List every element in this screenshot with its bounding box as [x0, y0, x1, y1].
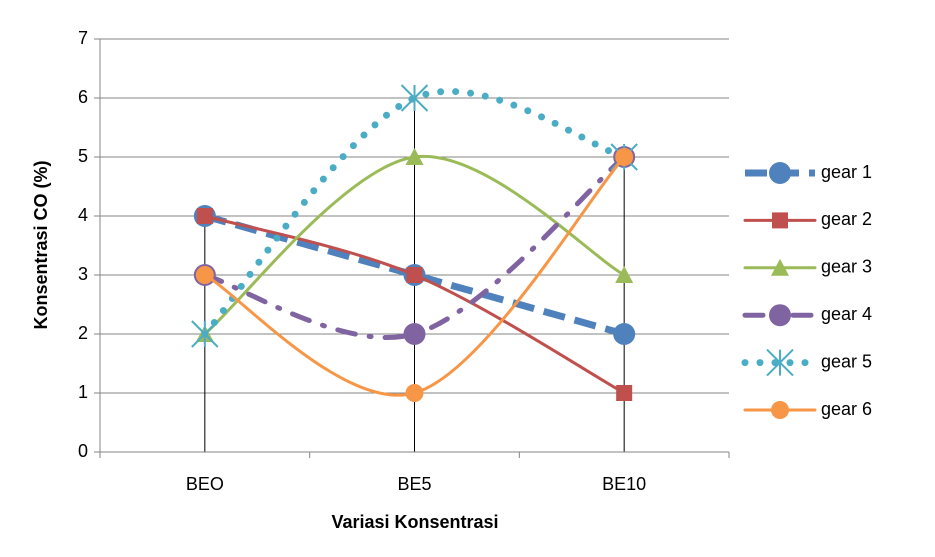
marker	[615, 266, 634, 283]
y-tick-label: 5	[78, 146, 88, 166]
marker	[615, 148, 634, 166]
marker	[195, 266, 214, 284]
y-tick-label: 0	[78, 441, 88, 461]
legend-item: gear 6	[743, 399, 872, 419]
marker	[616, 385, 633, 401]
legend-item: gear 2	[743, 209, 872, 229]
x-tick-label: BE10	[602, 474, 646, 494]
legend-marker	[769, 162, 791, 184]
x-tick-label: BE5	[397, 474, 431, 494]
legend-item: gear 1	[745, 162, 872, 184]
legend-label: gear 1	[821, 162, 872, 182]
legend-label: gear 6	[821, 399, 872, 419]
legend-label: gear 2	[821, 209, 872, 229]
marker	[191, 320, 219, 348]
y-tick-label: 6	[78, 87, 88, 107]
legend-item: gear 4	[742, 304, 872, 327]
y-tick-label: 7	[78, 28, 88, 48]
x-tick-label: BEO	[186, 474, 224, 494]
series-line	[201, 88, 628, 338]
legend-label: gear 3	[821, 257, 872, 277]
legend-item: gear 5	[741, 348, 872, 377]
legend-item: gear 3	[743, 257, 872, 277]
y-axis-title: Konsentrasi CO (%)	[31, 160, 51, 329]
y-tick-label: 2	[78, 323, 88, 343]
marker	[405, 384, 424, 402]
legend-label: gear 5	[821, 351, 872, 371]
marker	[405, 148, 424, 165]
legend-marker	[771, 258, 789, 276]
legend-marker	[771, 401, 789, 419]
legend-marker	[766, 348, 794, 377]
marker	[406, 267, 423, 283]
y-tick-label: 1	[78, 382, 88, 402]
marker	[403, 323, 426, 345]
x-axis-title: Variasi Konsentrasi	[331, 512, 498, 532]
y-tick-label: 3	[78, 264, 88, 284]
marker	[400, 84, 429, 112]
y-tick-label: 4	[78, 205, 88, 225]
marker	[613, 323, 636, 345]
marker	[196, 208, 213, 224]
legend-marker	[769, 304, 791, 327]
legend-marker	[772, 212, 788, 229]
legend-label: gear 4	[821, 304, 872, 324]
